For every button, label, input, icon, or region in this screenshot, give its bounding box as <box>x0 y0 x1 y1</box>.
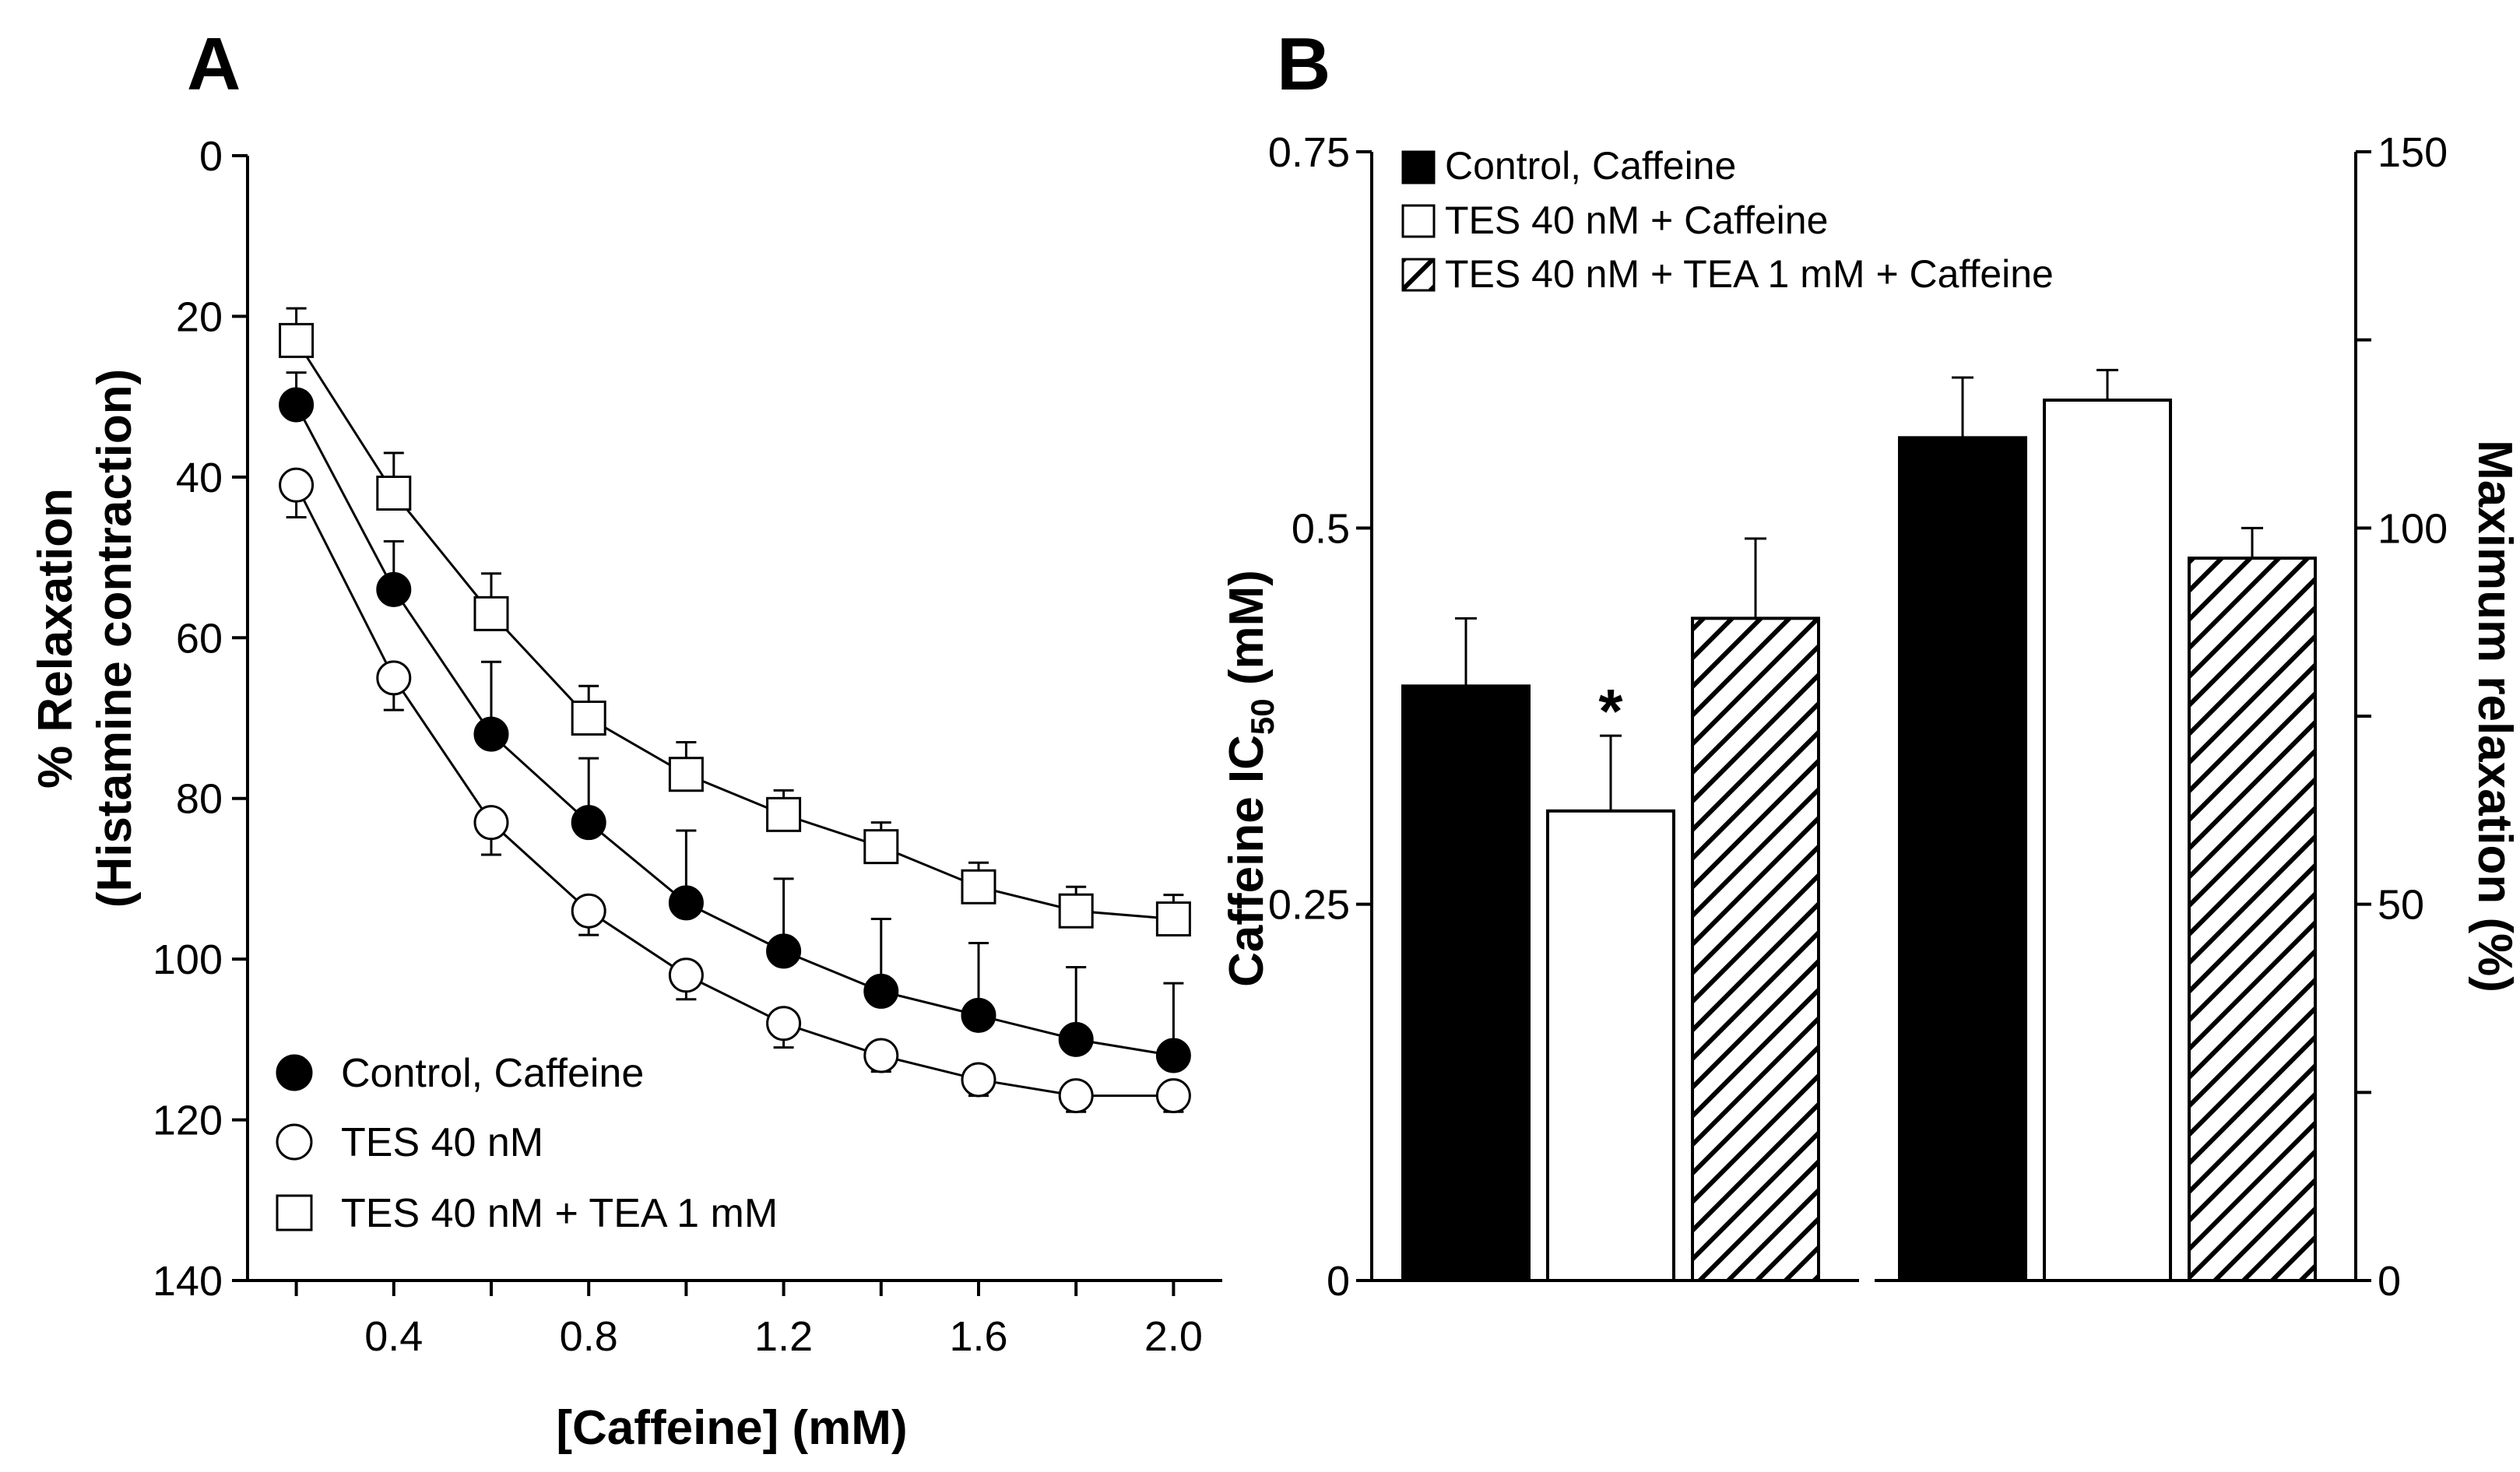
panel-a-y-tick-label: 40 <box>176 455 223 501</box>
data-point-control <box>1155 1038 1191 1073</box>
series-line-2 <box>295 339 1174 921</box>
bar-max-relax-solid <box>1898 436 2027 1282</box>
series-line-0 <box>295 404 1174 1057</box>
series-line-1 <box>295 484 1174 1098</box>
data-point-control <box>279 387 315 423</box>
panel-a-x-tick-label: 0.8 <box>560 1313 618 1360</box>
panel-a-y-tick-label: 60 <box>176 615 223 662</box>
data-point-control <box>863 973 899 1009</box>
data-point-control <box>766 933 802 969</box>
data-point-tes-tea <box>668 757 704 792</box>
legend-b-solid-swatch <box>1401 150 1436 184</box>
legend-a-open-circle-marker <box>276 1123 313 1161</box>
legend-b-tes-label: TES 40 nM + Caffeine <box>1445 198 1828 242</box>
legend-a-filled-circle-marker <box>276 1054 313 1091</box>
panel-b-left-tick-label: 0.75 <box>1268 129 1350 176</box>
data-point-tes-tea <box>961 869 996 905</box>
data-point-control <box>473 716 509 752</box>
data-point-tes-tea <box>376 476 412 511</box>
data-point-tes-tea <box>571 701 606 736</box>
bar-max-relax-hatched <box>2188 557 2317 1282</box>
panel-b-right-tick-label: 50 <box>2378 882 2424 929</box>
left-axis-title-unit: (mM) <box>1220 570 1274 698</box>
data-point-tes-tea <box>279 322 315 358</box>
data-point-tes-tea <box>766 796 802 832</box>
panel-a-y-tick-label: 100 <box>153 936 223 983</box>
panel-a-x-tick-label: 0.4 <box>364 1313 423 1360</box>
panel-a-x-tick-label: 1.2 <box>754 1313 813 1360</box>
legend-b-hatched-swatch <box>1401 258 1436 292</box>
data-point-control <box>376 571 412 607</box>
data-point-tes <box>571 893 606 929</box>
panel-b-left-tick-label: 0.5 <box>1292 505 1350 552</box>
panel-a-y-axis-title-line1: % Relaxation <box>29 488 83 789</box>
legend-b-open-swatch <box>1401 204 1436 238</box>
bar-max-relax-open <box>2043 399 2172 1282</box>
data-point-tes-tea <box>1155 901 1191 937</box>
data-point-tes <box>376 660 412 696</box>
bar-ic50-open <box>1546 809 1675 1283</box>
data-point-tes <box>668 957 704 993</box>
panel-b-right-tick-label: 0 <box>2378 1258 2401 1305</box>
panel-b-right-axis-title: Maximum relaxation (%) <box>2468 440 2520 992</box>
data-point-tes <box>961 1062 996 1098</box>
bar-ic50-solid <box>1401 684 1531 1282</box>
data-point-tes <box>473 805 509 841</box>
data-point-tes <box>1058 1078 1094 1114</box>
panel-b-right-tick-label: 100 <box>2378 505 2448 552</box>
legend-b-tes-tea-label: TES 40 nM + TEA 1 mM + Caffeine <box>1445 252 2054 296</box>
panel-b-right-tick-label: 150 <box>2378 129 2448 176</box>
panel-b-plot: 0 0.25 0.5 0.75 0 50 100 150 * <box>1268 129 2448 1305</box>
panel-a-y-tick-label: 120 <box>153 1098 223 1144</box>
panel-a-y-tick-label: 80 <box>176 776 223 823</box>
panel-a-legend: Control, Caffeine TES 40 nM TES 40 nM + … <box>276 1051 778 1236</box>
panel-a-y-tick-label: 140 <box>153 1258 223 1305</box>
data-point-tes-tea <box>1058 893 1094 929</box>
panel-a-y-axis-title-line2: (Histamine contraction) <box>88 369 142 908</box>
panel-b-legend: Control, Caffeine TES 40 nM + Caffeine T… <box>1401 144 2054 296</box>
data-point-tes <box>1155 1078 1191 1114</box>
significance-asterisk: * <box>1598 676 1623 746</box>
panel-a: A 0 20 40 60 80 100 120 140 0.4 0.8 1.2 1.6 2.0 [Caf… <box>29 23 1222 1455</box>
panel-b-left-tick-label: 0 <box>1327 1258 1350 1305</box>
data-point-tes <box>863 1038 899 1073</box>
panel-a-plot: 0 20 40 60 80 100 120 140 0.4 0.8 1.2 1.6 2.0 <box>153 133 1222 1360</box>
data-point-tes <box>279 467 315 503</box>
legend-a-open-square-marker <box>276 1194 313 1231</box>
left-axis-title-subscript: 50 <box>1244 698 1281 735</box>
data-point-control <box>571 805 606 841</box>
data-point-tes-tea <box>863 829 899 865</box>
data-point-control <box>961 997 996 1033</box>
data-point-tes-tea <box>473 595 509 631</box>
panel-a-label: A <box>187 23 241 106</box>
legend-a-tes-label: TES 40 nM <box>341 1120 543 1165</box>
legend-a-tes-tea-label: TES 40 nM + TEA 1 mM <box>341 1191 778 1236</box>
panel-b-label: B <box>1277 23 1330 106</box>
legend-a-control-label: Control, Caffeine <box>341 1051 644 1096</box>
legend-b-control-label: Control, Caffeine <box>1445 144 1736 188</box>
panel-b-left-axis-title: Caffeine IC50 (mM) <box>1220 570 1281 987</box>
data-point-control <box>1058 1021 1094 1057</box>
panel-a-x-tick-label: 2.0 <box>1144 1313 1203 1360</box>
data-point-control <box>668 885 704 921</box>
left-axis-title-main: Caffeine IC <box>1220 735 1274 987</box>
panel-a-y-tick-label: 0 <box>199 133 223 180</box>
panel-b-left-tick-label: 0.25 <box>1268 882 1350 929</box>
bar-ic50-hatched <box>1691 617 1820 1282</box>
panel-a-x-tick-label: 1.6 <box>949 1313 1007 1360</box>
panel-a-y-tick-label: 20 <box>176 293 223 340</box>
panel-a-x-axis-title: [Caffeine] (mM) <box>556 1401 907 1455</box>
data-point-tes <box>766 1006 802 1042</box>
